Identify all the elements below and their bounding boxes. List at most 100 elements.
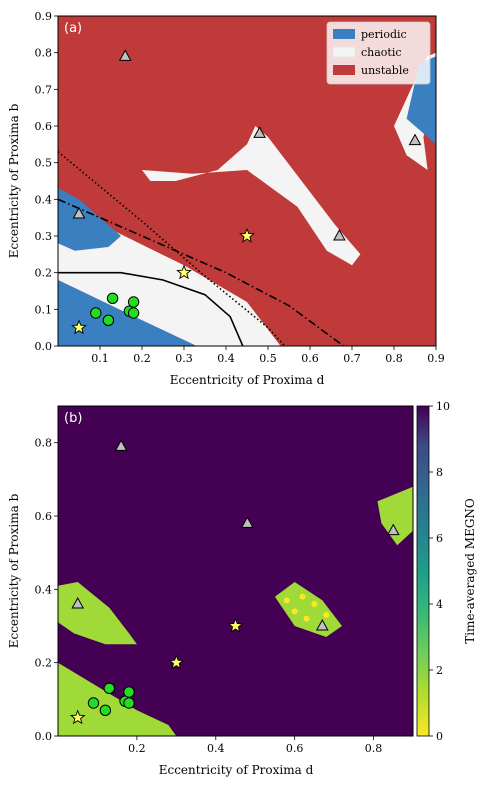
y-tick-label: 0.1 bbox=[35, 303, 53, 316]
periodic-region bbox=[58, 280, 197, 346]
x-tick-label: 0.8 bbox=[365, 742, 383, 755]
periodic-region bbox=[58, 188, 121, 251]
legend-label-chaotic: chaotic bbox=[361, 46, 402, 59]
panel-b-ylabel: Eccentricity of Proxima b bbox=[7, 493, 21, 648]
triangle-marker bbox=[118, 49, 132, 61]
x-tick-label: 0.1 bbox=[91, 352, 109, 365]
y-tick-label: 0.8 bbox=[35, 47, 53, 60]
panel-a: 0.1 0.2 0.3 0.4 0.5 0.6 0.7 0.8 0.9 0.0 0.1 0.2 0.3 0… bbox=[7, 10, 445, 387]
colorbar-tick-label: 6 bbox=[436, 532, 443, 545]
y-tick-label: 0.9 bbox=[35, 10, 53, 23]
low-megno-region bbox=[58, 662, 177, 736]
y-tick-label: 0.2 bbox=[35, 657, 53, 670]
colorbar-tick-label: 2 bbox=[436, 664, 443, 677]
low-megno-region bbox=[274, 582, 342, 637]
x-tick-label: 0.3 bbox=[175, 352, 193, 365]
circle-marker bbox=[106, 292, 119, 305]
star-marker bbox=[227, 617, 244, 633]
colorbar-gradient bbox=[416, 405, 430, 737]
circle-marker bbox=[127, 296, 140, 308]
x-tick-label: 0.2 bbox=[128, 742, 146, 755]
triangle-marker bbox=[315, 618, 329, 631]
legend-label-unstable: unstable bbox=[361, 64, 409, 77]
panel-b-tag: (b) bbox=[64, 411, 82, 426]
low-megno-region bbox=[377, 486, 413, 546]
triangle-marker bbox=[72, 206, 86, 219]
x-tick-label: 0.4 bbox=[207, 742, 225, 755]
colorbar: 0 2 4 6 8 10 Time-averaged MEGNO bbox=[416, 400, 477, 743]
y-tick-label: 0.5 bbox=[35, 157, 53, 170]
triangle-marker bbox=[71, 596, 85, 609]
circle-marker bbox=[103, 682, 115, 695]
circle-marker bbox=[90, 307, 102, 319]
y-tick-label: 0.3 bbox=[35, 230, 53, 243]
very-low-megno-patch bbox=[311, 601, 318, 607]
very-low-megno-patch bbox=[299, 593, 306, 600]
panel-a-ylabel: Eccentricity of Proxima b bbox=[7, 103, 21, 258]
circle-marker bbox=[123, 686, 135, 698]
y-tick-label: 0.0 bbox=[35, 730, 53, 743]
very-low-megno-patch bbox=[323, 612, 330, 618]
x-tick-label: 0.6 bbox=[286, 742, 304, 755]
y-tick-label: 0.7 bbox=[35, 83, 53, 96]
panel-b: 0.2 0.4 0.6 0.8 0.0 0.2 0.4 0.6 0.8 (b) 0 2 4 6 8 10 … bbox=[7, 400, 477, 777]
y-tick-label: 0.6 bbox=[35, 510, 53, 523]
x-tick-label: 0.5 bbox=[259, 352, 277, 365]
panel-b-frame bbox=[57, 405, 414, 737]
panel-a-curves bbox=[58, 151, 345, 346]
colorbar-tick-label: 4 bbox=[436, 598, 443, 611]
circle-marker bbox=[87, 697, 100, 709]
triangle-marker bbox=[333, 228, 346, 241]
panel-a-frame bbox=[57, 15, 437, 347]
legend-swatch-periodic bbox=[333, 29, 355, 39]
y-tick-label: 0.4 bbox=[35, 193, 53, 206]
y-tick-label: 0.4 bbox=[35, 583, 53, 596]
star-marker bbox=[176, 264, 192, 280]
legend-swatch-unstable bbox=[333, 65, 355, 75]
panel-b-markers bbox=[69, 439, 400, 725]
circle-marker bbox=[99, 704, 112, 717]
star-marker bbox=[239, 227, 255, 243]
chaotic-region bbox=[142, 126, 361, 266]
very-low-megno-patch bbox=[291, 608, 298, 615]
very-low-megno-patch bbox=[303, 615, 310, 622]
circle-marker bbox=[102, 314, 115, 327]
star-marker bbox=[69, 709, 86, 725]
y-tick-label: 0.0 bbox=[35, 340, 53, 353]
colorbar-ticks: 0 2 4 6 8 10 bbox=[429, 400, 450, 743]
colorbar-tick-label: 8 bbox=[436, 466, 443, 479]
star-marker bbox=[71, 319, 87, 335]
panel-a-legend: periodic chaotic unstable bbox=[326, 21, 431, 85]
star-marker bbox=[168, 654, 185, 670]
triangle-marker bbox=[386, 523, 400, 536]
y-tick-label: 0.8 bbox=[35, 437, 53, 450]
x-tick-label: 0.7 bbox=[343, 352, 361, 365]
y-tick-label: 0.2 bbox=[35, 267, 53, 280]
x-tick-label: 0.4 bbox=[217, 352, 235, 365]
triangle-marker bbox=[253, 126, 266, 138]
panel-b-ticks: 0.2 0.4 0.6 0.8 0.0 0.2 0.4 0.6 0.8 bbox=[35, 437, 383, 755]
circle-marker bbox=[123, 697, 135, 709]
x-tick-label: 0.9 bbox=[427, 352, 445, 365]
panel-a-markers bbox=[71, 49, 422, 335]
panel-b-xlabel: Eccentricity of Proxima d bbox=[159, 763, 314, 777]
colorbar-tick-label: 0 bbox=[436, 730, 443, 743]
panel-a-xlabel: Eccentricity of Proxima d bbox=[170, 373, 325, 387]
panel-a-tag: (a) bbox=[64, 21, 82, 36]
legend-swatch-chaotic bbox=[332, 46, 356, 58]
x-tick-label: 0.8 bbox=[385, 352, 403, 365]
triangle-marker bbox=[408, 133, 422, 146]
solid-curve bbox=[58, 271, 244, 346]
circle-marker bbox=[127, 307, 140, 319]
colorbar-tick-label: 10 bbox=[436, 400, 450, 413]
dotted-curve bbox=[58, 151, 286, 346]
colorbar-label: Time-averaged MEGNO bbox=[463, 498, 477, 644]
triangle-marker bbox=[240, 516, 254, 528]
x-tick-label: 0.2 bbox=[133, 352, 151, 365]
very-low-megno-patch bbox=[283, 597, 290, 604]
panel-a-ticks: 0.1 0.2 0.3 0.4 0.5 0.6 0.7 0.8 0.9 0.0 0.1 0.2 0.3 0… bbox=[35, 10, 445, 365]
panel-b-background bbox=[58, 406, 413, 736]
x-tick-label: 0.6 bbox=[301, 352, 319, 365]
legend-label-periodic: periodic bbox=[361, 28, 407, 41]
